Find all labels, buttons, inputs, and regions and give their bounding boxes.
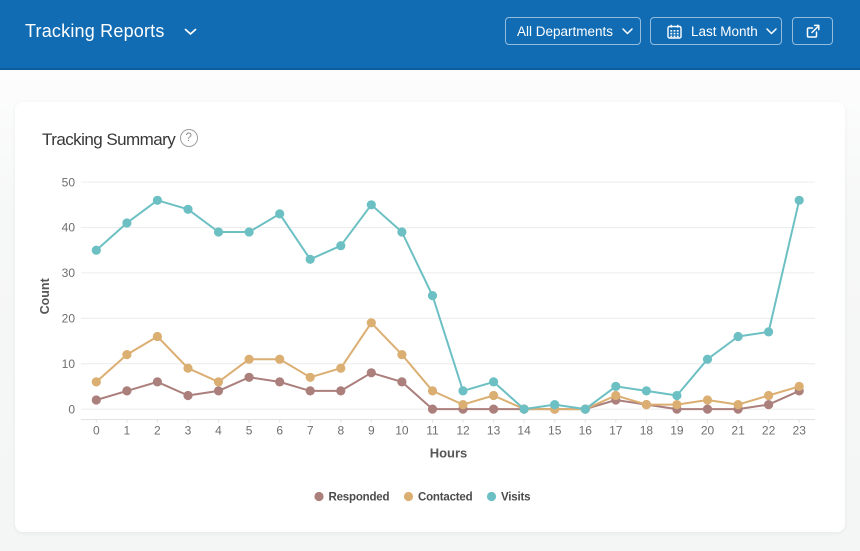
svg-text:23: 23 xyxy=(793,424,807,438)
svg-text:16: 16 xyxy=(579,424,593,438)
svg-text:Contacted: Contacted xyxy=(418,491,473,503)
svg-text:18: 18 xyxy=(640,424,654,438)
svg-text:9: 9 xyxy=(368,424,375,438)
svg-text:21: 21 xyxy=(731,424,745,438)
svg-text:Visits: Visits xyxy=(501,491,530,503)
svg-text:17: 17 xyxy=(609,424,623,438)
svg-text:0: 0 xyxy=(68,402,75,416)
svg-text:7: 7 xyxy=(307,424,314,438)
svg-text:1: 1 xyxy=(124,424,131,438)
svg-text:10: 10 xyxy=(62,357,76,371)
svg-text:40: 40 xyxy=(62,221,76,235)
svg-text:8: 8 xyxy=(337,424,344,438)
svg-text:0: 0 xyxy=(93,424,100,438)
svg-text:13: 13 xyxy=(487,424,501,438)
svg-text:4: 4 xyxy=(215,424,222,438)
svg-text:Count: Count xyxy=(38,277,52,314)
svg-text:20: 20 xyxy=(62,312,76,326)
svg-text:12: 12 xyxy=(456,424,470,438)
svg-text:5: 5 xyxy=(246,424,253,438)
svg-text:6: 6 xyxy=(276,424,283,438)
svg-text:Hours: Hours xyxy=(430,446,468,461)
svg-text:20: 20 xyxy=(701,424,715,438)
svg-text:3: 3 xyxy=(185,424,192,438)
svg-text:14: 14 xyxy=(517,424,531,438)
svg-text:15: 15 xyxy=(548,424,562,438)
svg-text:50: 50 xyxy=(62,175,76,189)
svg-text:11: 11 xyxy=(426,424,439,438)
svg-text:Responded: Responded xyxy=(329,491,390,503)
svg-text:10: 10 xyxy=(395,424,409,438)
svg-text:30: 30 xyxy=(62,266,76,280)
svg-text:2: 2 xyxy=(154,424,161,438)
svg-text:19: 19 xyxy=(670,424,684,438)
svg-text:22: 22 xyxy=(762,424,776,438)
